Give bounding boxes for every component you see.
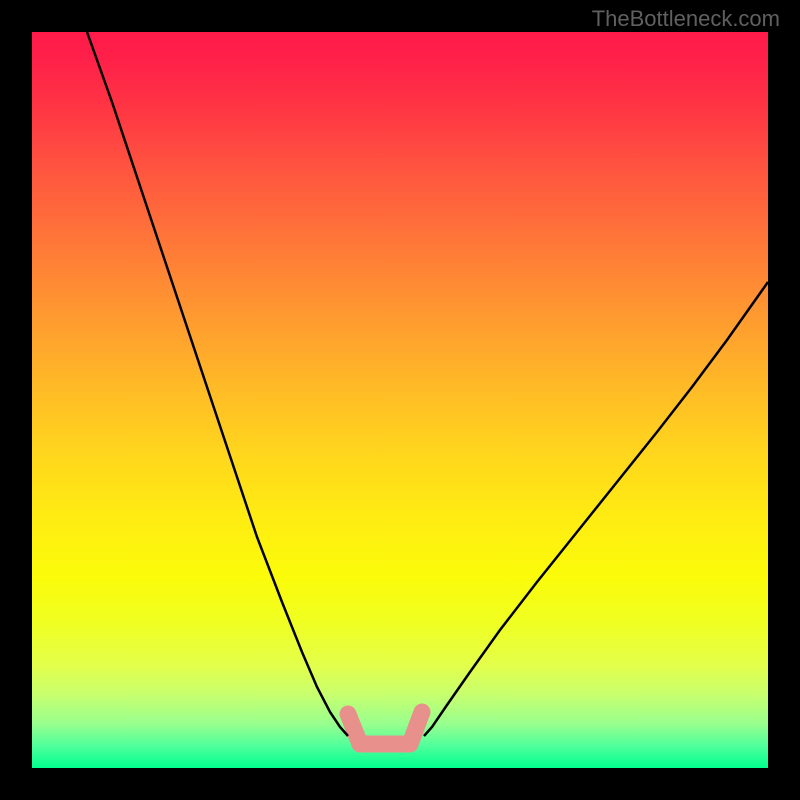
watermark-text: TheBottleneck.com [592,6,780,32]
valley-highlight [348,712,422,744]
right-bottleneck-curve [424,282,768,736]
bottleneck-curves [32,32,768,768]
left-bottleneck-curve [87,32,348,736]
chart-plot-area [32,32,768,768]
